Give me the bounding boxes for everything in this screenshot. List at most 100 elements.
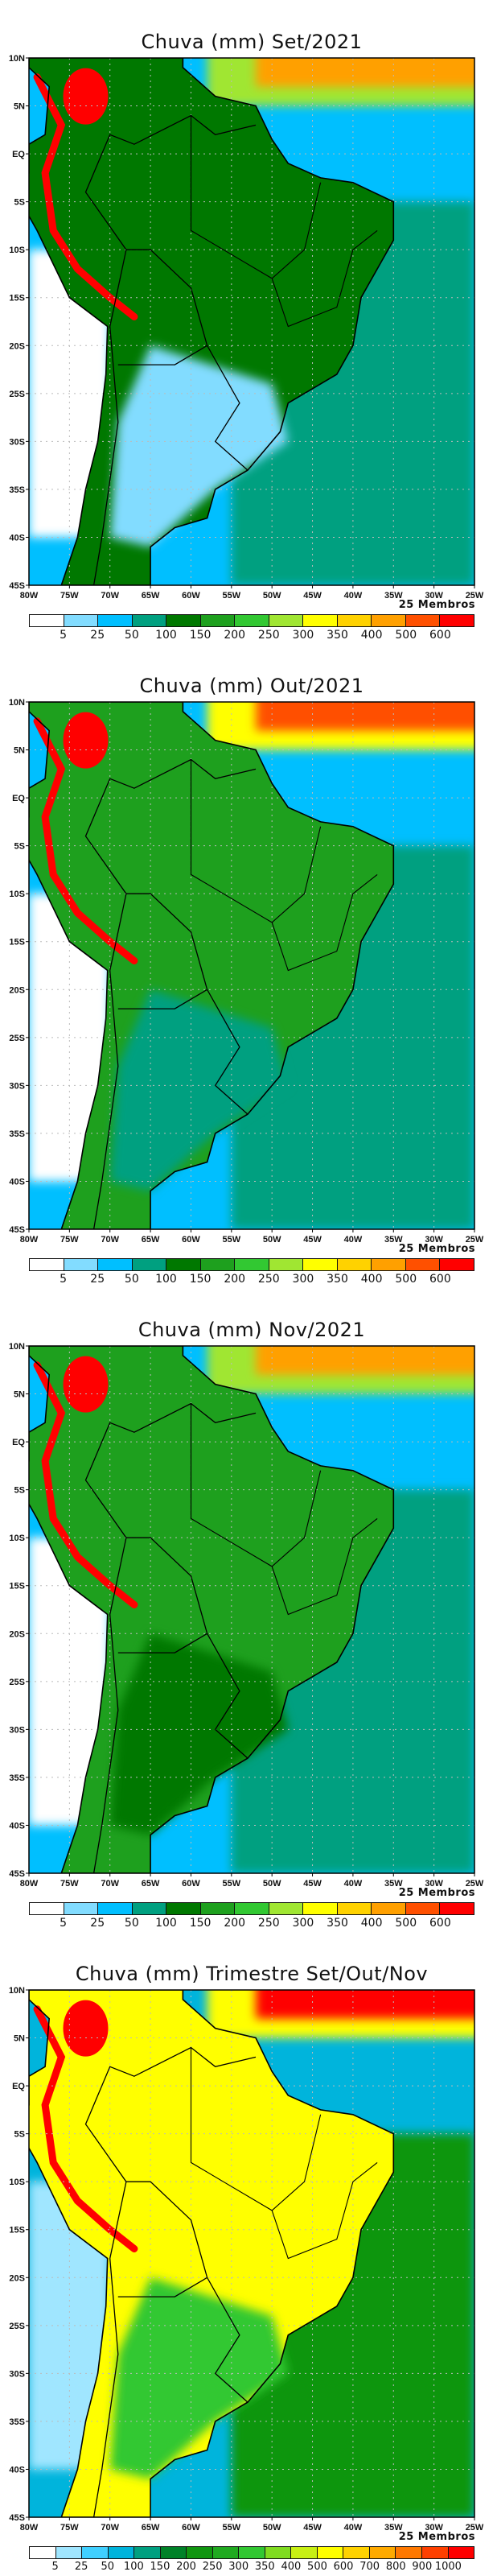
x-tick-label: 70W: [101, 2523, 119, 2533]
ensemble-members-label: 25 Membros: [398, 2531, 475, 2543]
itcz-field: [256, 58, 474, 87]
colorbar-label: 500: [395, 1917, 417, 1930]
colorbar-label: 300: [292, 1917, 314, 1930]
colorbar-swatch: [317, 2547, 344, 2558]
colorbar: [29, 1258, 474, 1271]
colorbar-label: 200: [176, 2561, 196, 2573]
colombia-rain-max: [63, 712, 109, 769]
y-tick-label: 20S: [9, 2273, 25, 2283]
chart-title: Chuva (mm) Nov/2021: [138, 1319, 366, 1341]
x-tick-label: 55W: [223, 591, 241, 601]
colorbar-swatch: [421, 2547, 449, 2558]
colorbar-label: 300: [228, 2561, 249, 2573]
colorbar-label: 25: [90, 1917, 105, 1930]
x-tick-label: 25W: [466, 1235, 484, 1245]
state-border: [271, 873, 378, 972]
y-tick-label: 20S: [9, 985, 25, 995]
y-tick-label: 30S: [9, 2369, 25, 2379]
y-tick-label: 15S: [9, 1582, 25, 1591]
map-frame: [28, 57, 475, 586]
state-border: [190, 759, 322, 923]
colorbar: [29, 2546, 474, 2559]
x-tick-label: 30W: [425, 1879, 443, 1889]
y-tick-label: EQ: [12, 2082, 25, 2091]
colorbar-swatch: [303, 615, 338, 626]
colorbar-swatch: [337, 1259, 372, 1270]
x-tick-label: 65W: [142, 591, 160, 601]
colorbar-swatch: [440, 615, 474, 626]
colorbar-label: 1000: [434, 2561, 462, 2573]
colorbar-label: 25: [90, 629, 105, 642]
y-tick-label: 30S: [9, 437, 25, 447]
colorbar-swatch: [369, 2547, 396, 2558]
colorbar-swatch: [64, 1903, 99, 1914]
field-layer: [29, 702, 474, 1229]
colorbar-label: 250: [257, 1917, 280, 1930]
colorbar-label: 50: [124, 1273, 139, 1286]
y-tick-label: 10S: [9, 2178, 25, 2187]
colorbar-swatch: [64, 615, 99, 626]
y-tick-label: 5S: [14, 842, 25, 852]
southern-cone-field: [109, 1633, 289, 1835]
y-tick-label: 45S: [9, 1869, 25, 1879]
x-tick-label: 75W: [60, 2523, 79, 2533]
colorbar-swatch: [98, 1903, 133, 1914]
colorbar-label: 200: [224, 1917, 246, 1930]
colorbar-label: 50: [101, 2561, 115, 2573]
itcz-field: [256, 1346, 474, 1375]
colorbar-label: 500: [395, 629, 417, 642]
y-tick-label: EQ: [12, 150, 25, 159]
colorbar-swatch: [291, 2547, 318, 2558]
colorbar-swatch: [269, 1259, 304, 1270]
x-tick-label: 25W: [466, 591, 484, 601]
country-border: [92, 326, 119, 585]
y-tick-label: 40S: [9, 1821, 25, 1831]
coastline: [29, 1346, 395, 1873]
country-border: [117, 989, 207, 1009]
colorbar-swatch: [200, 615, 236, 626]
map-frame: [28, 1345, 475, 1874]
colorbar-swatch: [55, 2547, 83, 2558]
country-border: [92, 1614, 119, 1873]
colorbar-swatch: [30, 1903, 64, 1914]
andes-rain-band: [33, 2005, 138, 2252]
ensemble-members-label: 25 Membros: [398, 599, 475, 611]
colorbar-label: 250: [257, 1273, 280, 1286]
x-tick-label: 65W: [142, 2523, 160, 2533]
ensemble-members-label: 25 Membros: [398, 1887, 475, 1899]
x-tick-label: 45W: [303, 591, 322, 601]
x-tick-label: 25W: [466, 1879, 484, 1889]
chart-title: Chuva (mm) Trimestre Set/Out/Nov: [75, 1963, 429, 1985]
x-tick-label: 30W: [425, 1235, 443, 1245]
y-tick-label: 20S: [9, 341, 25, 351]
x-tick-label: 65W: [142, 1879, 160, 1889]
y-tick-label: 25S: [9, 390, 25, 399]
x-tick-label: 60W: [182, 591, 200, 601]
colorbar-label: 350: [254, 2561, 275, 2573]
colorbar-swatch: [132, 1259, 167, 1270]
colorbar-label: 300: [292, 629, 314, 642]
state-border: [190, 115, 322, 279]
colorbar-label: 5: [60, 1273, 68, 1286]
colorbar-label: 350: [327, 629, 348, 642]
x-tick-label: 35W: [384, 1879, 403, 1889]
andes-rain-band: [33, 73, 138, 320]
colorbar-swatch: [98, 1259, 133, 1270]
colorbar: [29, 614, 474, 627]
colorbar-label: 100: [155, 629, 177, 642]
coastline: [29, 702, 395, 1229]
field-layer: [29, 1346, 474, 1873]
colorbar-swatch: [166, 1903, 201, 1914]
colorbar-swatch: [132, 615, 167, 626]
x-tick-label: 50W: [263, 1879, 281, 1889]
colorbar-label: 50: [124, 1917, 139, 1930]
colombia-rain-max: [63, 68, 109, 125]
x-tick-label: 70W: [101, 591, 119, 601]
state-border: [190, 1403, 322, 1567]
colorbar-swatch: [132, 1903, 167, 1914]
country-border: [84, 2046, 257, 2259]
colorbar-swatch: [98, 615, 133, 626]
y-tick-label: 5N: [14, 2034, 25, 2044]
colorbar-swatch: [160, 2547, 187, 2558]
x-tick-label: 35W: [384, 2523, 403, 2533]
